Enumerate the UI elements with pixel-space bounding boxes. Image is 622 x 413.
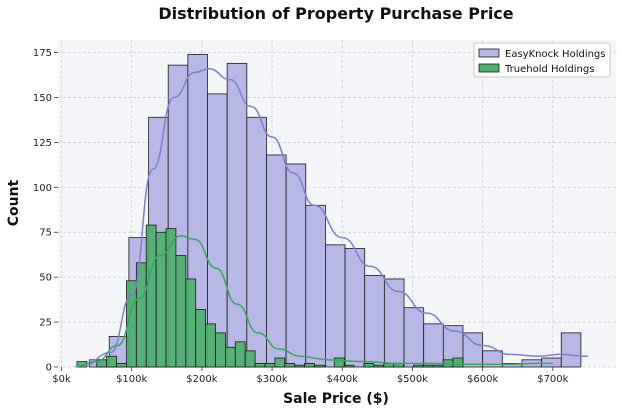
bar-easyknock-holdings (266, 154, 287, 368)
x-tick-label: $400k (327, 374, 358, 385)
bar-truehold-holdings (452, 357, 464, 368)
y-tick-label: 25 (39, 318, 52, 329)
legend-label: Truehold Holdings (504, 64, 594, 75)
bar-easyknock-holdings (226, 62, 248, 368)
bar-easyknock-holdings (344, 248, 366, 368)
legend: EasyKnock Holdings Truehold Holdings (473, 42, 611, 78)
bar-truehold-holdings (215, 332, 226, 368)
bar-truehold-holdings (224, 346, 236, 368)
legend-swatch (478, 63, 500, 73)
bar-truehold-holdings (185, 278, 197, 368)
bar-truehold-holdings (343, 364, 355, 368)
kde-layer (75, 67, 588, 368)
bar-easyknock-holdings (364, 274, 385, 368)
chart-title: Distribution of Property Purchase Price (158, 4, 513, 23)
bar-easyknock-holdings (423, 323, 444, 368)
bar-truehold-holdings (373, 364, 385, 368)
bar-truehold-holdings (175, 255, 187, 368)
bar-truehold-holdings (195, 309, 207, 368)
bar-truehold-holdings (234, 341, 246, 368)
bar-easyknock-holdings (560, 332, 582, 368)
bar-truehold-holdings (155, 231, 167, 368)
bar-truehold-holdings (314, 364, 325, 368)
bar-truehold-holdings (432, 364, 444, 368)
bar-easyknock-holdings (403, 307, 425, 368)
bar-truehold-holdings (413, 364, 424, 368)
bar-truehold-holdings (363, 363, 375, 368)
y-tick-label: 175 (33, 48, 52, 59)
kde-line-easyknock-holdings (82, 67, 588, 367)
bar-truehold-holdings (274, 357, 286, 368)
legend-box (473, 42, 611, 78)
bar-truehold-holdings (244, 350, 256, 368)
x-axis-title: Sale Price ($) (283, 391, 389, 407)
x-tick-label: $500k (397, 374, 428, 385)
y-tick-label: 0 (46, 363, 52, 374)
bar-truehold-holdings (422, 364, 434, 368)
bar-truehold-holdings (116, 363, 127, 368)
bar-truehold-holdings (264, 363, 276, 368)
x-tick-label: $700k (537, 374, 568, 385)
y-tick-label: 75 (39, 228, 52, 239)
bars-layer (76, 53, 582, 368)
bar-easyknock-holdings (482, 350, 503, 368)
x-tick-label: $600k (467, 374, 498, 385)
legend-swatch (478, 48, 500, 58)
bar-truehold-holdings (294, 364, 305, 368)
y-tick-label: 50 (39, 273, 52, 284)
bar-easyknock-holdings (285, 163, 307, 368)
x-tick-label: $0k (52, 374, 71, 385)
y-axis-title: Count (6, 179, 22, 226)
legend-label: EasyKnock Holdings (505, 49, 606, 60)
bar-truehold-holdings (106, 355, 117, 368)
bar-truehold-holdings (284, 363, 296, 368)
kde-line-truehold-holdings (75, 235, 553, 368)
bar-easyknock-holdings (305, 204, 326, 368)
bar-truehold-holdings (205, 323, 216, 368)
bar-easyknock-holdings (462, 332, 484, 368)
bar-easyknock-holdings (246, 116, 267, 368)
bar-truehold-holdings (304, 363, 315, 368)
axis-layer: 0 25 50 75 100 125 150 175 $0k $100k $200k $300k $40… (33, 48, 569, 385)
bar-easyknock-holdings (541, 357, 562, 368)
bar-truehold-holdings (254, 363, 266, 368)
y-tick-label: 100 (33, 183, 52, 194)
y-tick-label: 125 (33, 138, 52, 149)
bar-easyknock-holdings (325, 244, 346, 368)
x-tick-label: $300k (256, 374, 287, 385)
bar-truehold-holdings (145, 224, 157, 368)
y-tick-label: 150 (33, 93, 52, 104)
bar-truehold-holdings (333, 357, 345, 368)
x-tick-label: $200k (186, 374, 217, 385)
x-tick-label: $100k (116, 374, 147, 385)
